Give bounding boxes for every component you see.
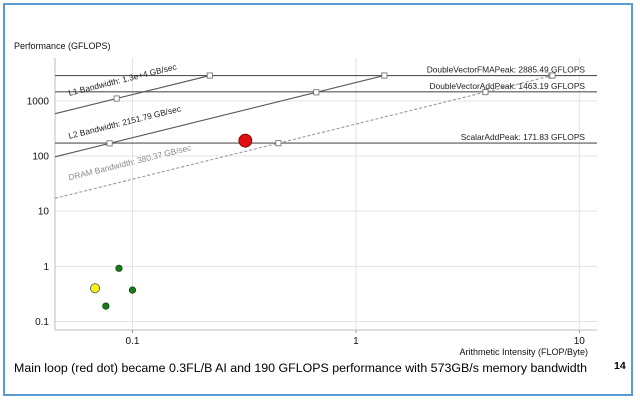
- green-data-point: [102, 302, 110, 310]
- bandwidth-roof-marker: [113, 95, 120, 102]
- bandwidth-roof-line: [55, 74, 553, 199]
- compute-roof-label: ScalarAddPeak: 171.83 GFLOPS: [461, 132, 586, 142]
- x-tick-label: 10: [574, 336, 586, 347]
- bandwidth-roof-label: DRAM Bandwidth: 380.37 GB/sec: [67, 142, 192, 182]
- y-tick-label: 100: [32, 152, 49, 163]
- bandwidth-roof-marker: [106, 140, 113, 147]
- compute-roof-label: DoubleVectorFMAPeak: 2885.49 GFLOPS: [427, 65, 586, 75]
- x-tick-label: 0.1: [126, 336, 140, 347]
- page-number: 14: [614, 360, 626, 372]
- bandwidth-roof-label: L2 Bandwidth: 2151.79 GB/sec: [67, 103, 182, 140]
- compute-roof-label: DoubleVectorAddPeak: 1463.19 GFLOPS: [429, 81, 585, 91]
- x-tick-label: 1: [353, 336, 359, 347]
- bandwidth-roof-marker: [381, 72, 388, 79]
- bandwidth-roof-line: [55, 74, 210, 115]
- green-data-point: [128, 286, 137, 294]
- y-tick-label: 0.1: [35, 317, 49, 328]
- yellow-data-point: [90, 283, 101, 294]
- bandwidth-roof-label: L1 Bandwidth: 1.3e+4 GB/sec: [67, 61, 177, 97]
- red-data-point: [238, 133, 253, 148]
- bandwidth-roof-marker: [482, 89, 489, 96]
- slide-caption: Main loop (red dot) became 0.3FL/B AI an…: [14, 361, 588, 375]
- y-tick-label: 1: [43, 262, 49, 273]
- bandwidth-roof-marker: [313, 89, 320, 96]
- roofline-layer: [55, 72, 597, 199]
- bandwidth-roof-marker: [549, 72, 556, 79]
- green-data-point: [115, 264, 123, 272]
- bandwidth-roof-marker: [275, 140, 282, 147]
- bandwidth-roof-marker: [206, 72, 213, 79]
- y-tick-label: 10: [38, 207, 50, 218]
- y-axis-title: Performance (GFLOPS): [14, 41, 111, 51]
- y-tick-label: 1000: [27, 96, 50, 107]
- x-axis-title: Arithmetic Intensity (FLOP/Byte): [459, 347, 588, 357]
